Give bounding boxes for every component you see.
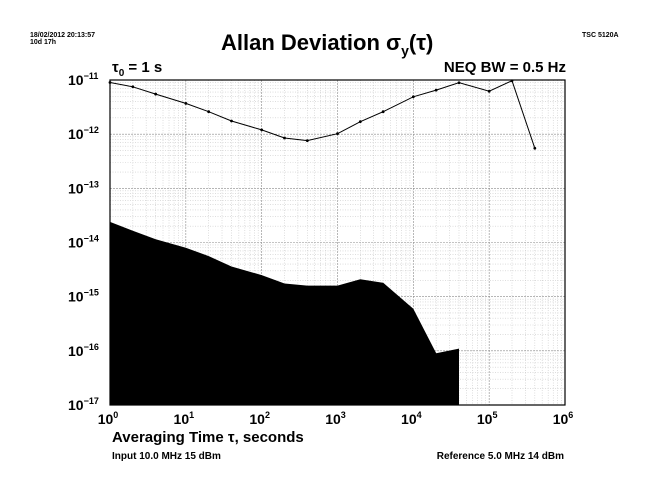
y-tick-base: 10 — [68, 397, 84, 413]
x-tick-base: 10 — [553, 411, 569, 427]
title-main: Allan Deviation σ — [221, 30, 402, 55]
y-tick-base: 10 — [68, 343, 84, 359]
data-point — [154, 92, 158, 96]
data-point — [381, 110, 385, 114]
data-point — [283, 136, 286, 140]
x-tick-label: 103 — [325, 410, 346, 427]
x-tick-base: 10 — [249, 411, 265, 427]
x-tick-exponent: 3 — [341, 410, 346, 420]
data-point — [305, 139, 309, 143]
plot-frame — [109, 79, 566, 406]
reference-signal-info: Reference 5.0 MHz 14 dBm — [436, 451, 564, 462]
y-tick-exponent: −17 — [84, 396, 99, 406]
x-tick-base: 10 — [401, 411, 417, 427]
data-point — [207, 110, 211, 114]
noise-floor-area — [110, 221, 459, 405]
data-point — [230, 119, 233, 123]
x-tick-base: 10 — [98, 411, 114, 427]
x-tick-exponent: 4 — [417, 410, 422, 420]
title-subscript: y — [401, 42, 409, 59]
y-tick-label: 10−13 — [68, 179, 99, 196]
x-tick-label: 100 — [98, 410, 119, 427]
y-tick-base: 10 — [68, 72, 84, 88]
title-tail: (τ) — [408, 30, 434, 55]
x-tick-exponent: 5 — [492, 410, 497, 420]
x-tick-base: 10 — [325, 411, 341, 427]
x-tick-exponent: 2 — [265, 410, 270, 420]
x-tick-label: 102 — [249, 410, 270, 427]
data-point — [411, 95, 415, 99]
x-tick-exponent: 6 — [568, 410, 573, 420]
x-tick-base: 10 — [174, 411, 190, 427]
y-tick-exponent: −13 — [84, 179, 99, 189]
x-tick-label: 104 — [401, 410, 422, 427]
y-tick-exponent: −12 — [84, 125, 99, 135]
data-point — [358, 120, 362, 124]
tau0-subscript: 0 — [118, 68, 125, 79]
chart-title: Allan Deviation σy(τ) — [221, 30, 433, 58]
tau0-label: τ0 = 1 s — [112, 59, 162, 79]
y-tick-exponent: −16 — [84, 342, 99, 352]
x-tick-base: 10 — [477, 411, 493, 427]
data-point — [533, 146, 537, 150]
y-tick-base: 10 — [68, 126, 84, 142]
data-point — [434, 88, 438, 92]
data-point — [487, 89, 491, 93]
data-point — [184, 101, 188, 105]
data-point — [260, 128, 264, 132]
x-tick-exponent: 1 — [189, 410, 194, 420]
x-tick-label: 101 — [174, 410, 195, 427]
data-point — [336, 132, 339, 136]
y-tick-exponent: −11 — [84, 71, 99, 81]
y-tick-label: 10−15 — [68, 288, 99, 305]
data-point — [457, 81, 461, 85]
x-tick-label: 105 — [477, 410, 498, 427]
tau0-symbol: τ — [112, 59, 119, 76]
y-tick-label: 10−16 — [68, 342, 99, 359]
input-signal-info: Input 10.0 MHz 15 dBm — [112, 451, 221, 462]
x-tick-labels: 100 101 102 103 104 105 106 — [98, 410, 574, 427]
y-tick-exponent: −15 — [84, 288, 99, 298]
y-tick-label: 10−12 — [68, 125, 99, 142]
timestamp: 18/02/2012 20:13:57 — [30, 32, 95, 39]
y-tick-label: 10−17 — [68, 396, 99, 413]
x-axis-label: Averaging Time τ, seconds — [112, 429, 304, 446]
x-tick-label: 106 — [553, 410, 574, 427]
allan-deviation-line — [109, 80, 536, 149]
neq-bandwidth: NEQ BW = 0.5 Hz — [443, 59, 566, 76]
y-tick-base: 10 — [68, 289, 84, 305]
device-id: TSC 5120A — [582, 32, 619, 39]
y-tick-label: 10−11 — [68, 71, 98, 88]
x-tick-exponent: 0 — [113, 410, 118, 420]
run-duration: 10d 17h — [30, 39, 57, 46]
data-point — [131, 85, 135, 89]
y-tick-base: 10 — [68, 235, 84, 251]
y-tick-base: 10 — [68, 180, 84, 196]
y-tick-label: 10−14 — [68, 234, 99, 251]
allan-deviation-markers — [108, 79, 537, 150]
y-tick-exponent: −14 — [84, 234, 99, 244]
tau0-value: = 1 s — [124, 59, 163, 76]
